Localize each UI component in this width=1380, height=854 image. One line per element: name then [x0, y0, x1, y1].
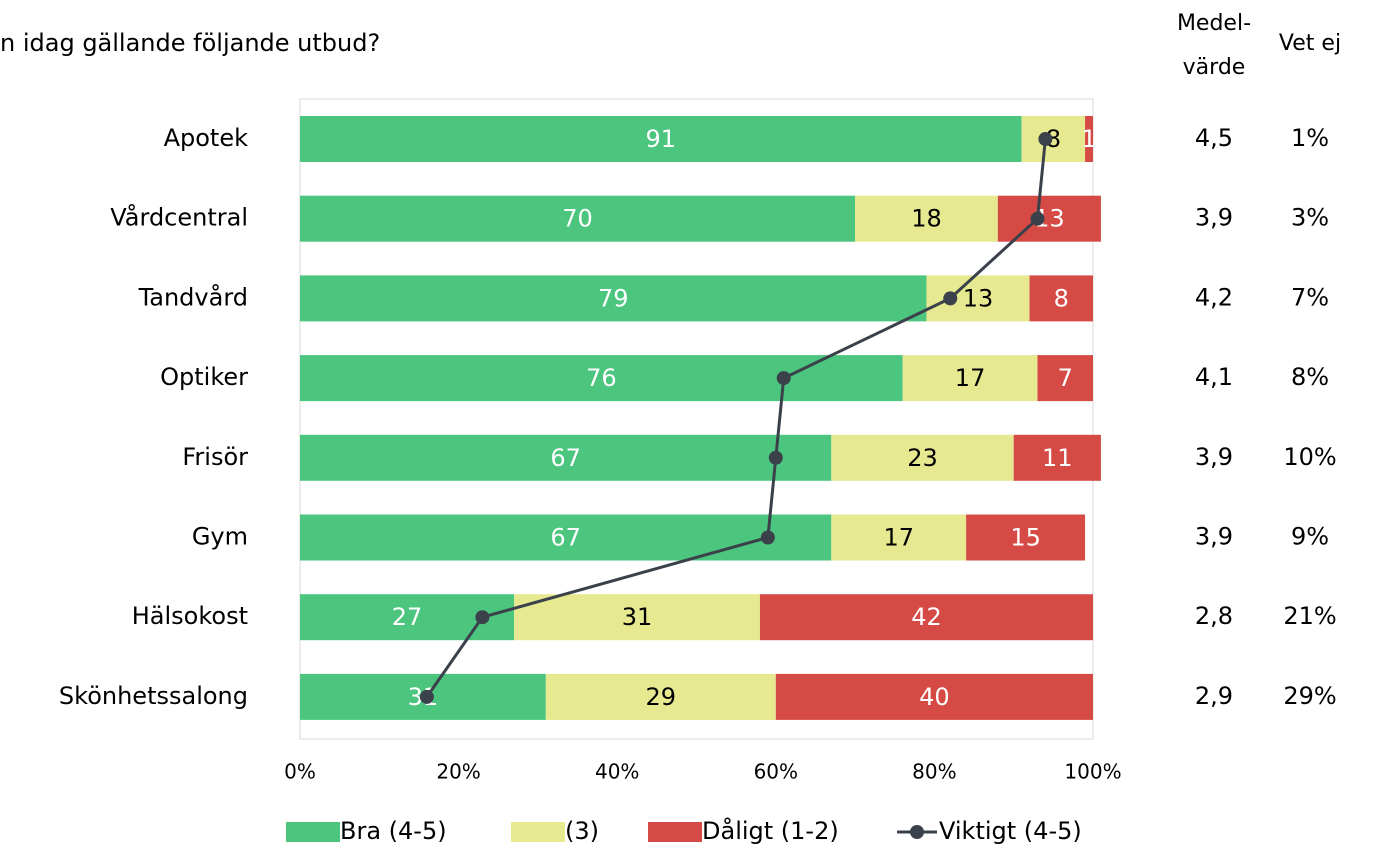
- legend-marker: [910, 825, 924, 839]
- column-value: 1%: [1291, 124, 1329, 152]
- data-label: 7: [1058, 364, 1073, 392]
- category-label: Gym: [192, 523, 248, 551]
- column-value: 29%: [1283, 682, 1336, 710]
- column-value: 3,9: [1195, 204, 1233, 232]
- bar-segment: [300, 355, 903, 402]
- x-tick-label: 60%: [754, 760, 798, 784]
- column-value: 21%: [1283, 602, 1336, 630]
- line-marker: [768, 450, 783, 465]
- data-label: 40: [919, 683, 950, 711]
- x-tick-label: 40%: [595, 760, 639, 784]
- data-label: 31: [622, 603, 653, 631]
- bar-segment: [966, 514, 1086, 561]
- bar-segment: [300, 514, 832, 561]
- data-label: 1: [1081, 125, 1096, 153]
- data-label: 27: [392, 603, 423, 631]
- line-marker: [776, 371, 791, 386]
- bar-segment: [775, 673, 1093, 720]
- legend-label: Viktigt (4-5): [939, 817, 1082, 845]
- legend-swatch: [648, 822, 702, 842]
- column-value: 3%: [1291, 204, 1329, 232]
- bar-segment: [545, 673, 776, 720]
- legend-label: Dåligt (1-2): [702, 816, 839, 845]
- line-series: [425, 138, 1047, 698]
- legend-swatch: [511, 822, 565, 842]
- data-label: 11: [1042, 444, 1073, 472]
- column-value: 8%: [1291, 363, 1329, 391]
- plot-area: [299, 98, 1094, 740]
- category-label: Skönhetssalong: [59, 682, 248, 710]
- legend-label: Bra (4-5): [340, 817, 447, 845]
- bar-segment: [1013, 434, 1101, 481]
- column-value: 4,2: [1195, 283, 1233, 311]
- bar-segment: [300, 116, 1022, 162]
- data-label: 13: [963, 284, 994, 312]
- column-value: 3,9: [1195, 523, 1233, 551]
- category-label: Tandvård: [138, 282, 248, 311]
- data-label: 42: [911, 603, 942, 631]
- column-header: Medel-: [1177, 11, 1251, 36]
- bar-segment: [1037, 355, 1093, 402]
- bar-segment: [831, 514, 967, 561]
- bar-segment: [300, 275, 927, 322]
- data-label: 15: [1010, 524, 1041, 552]
- data-label: 18: [911, 205, 942, 233]
- data-label: 91: [646, 125, 677, 153]
- column-value: 7%: [1291, 283, 1329, 311]
- line-marker: [1030, 211, 1045, 226]
- column-value: 2,8: [1195, 602, 1233, 630]
- data-label: 17: [955, 364, 986, 392]
- bar-segment: [831, 434, 1014, 481]
- category-label: Frisör: [182, 443, 248, 471]
- bar-segment: [902, 355, 1038, 402]
- data-label: 17: [883, 524, 914, 552]
- data-label: 67: [550, 524, 581, 552]
- data-label: 23: [907, 444, 938, 472]
- data-label: 76: [586, 364, 617, 392]
- bar-segment: [300, 434, 832, 481]
- column-header: Vet ej: [1279, 31, 1341, 56]
- category-label: Vårdcentral: [110, 203, 248, 232]
- data-label: 8: [1046, 125, 1061, 153]
- data-label: 8: [1054, 284, 1069, 312]
- legend-label: (3): [565, 817, 599, 845]
- x-tick-label: 80%: [912, 760, 956, 784]
- x-tick-label: 100%: [1064, 760, 1121, 784]
- bar-segment: [300, 195, 856, 242]
- category-label: Apotek: [164, 124, 249, 152]
- column-value: 10%: [1283, 443, 1336, 471]
- legend-swatch: [286, 822, 340, 842]
- bar-segment: [1029, 275, 1093, 322]
- x-tick-label: 0%: [284, 760, 316, 784]
- bar-segment: [514, 594, 760, 641]
- data-label: 79: [598, 284, 629, 312]
- column-header: värde: [1183, 55, 1246, 80]
- column-value: 9%: [1291, 523, 1329, 551]
- data-label: 67: [550, 444, 581, 472]
- data-label: 70: [562, 205, 593, 233]
- line-marker: [760, 530, 775, 545]
- bar-segment: [1021, 116, 1086, 162]
- bar-segment: [759, 594, 1093, 641]
- bar-segment: [855, 195, 998, 242]
- column-value: 4,5: [1195, 124, 1233, 152]
- category-label: Optiker: [160, 363, 248, 391]
- line-marker: [419, 689, 434, 704]
- category-label: Hälsokost: [132, 602, 248, 630]
- bar-segment: [997, 195, 1101, 242]
- column-value: 3,9: [1195, 443, 1233, 471]
- chart-title: n idag gällande följande utbud?: [0, 29, 380, 57]
- line-marker: [475, 610, 490, 625]
- column-value: 4,1: [1195, 363, 1233, 391]
- line-marker: [943, 291, 958, 306]
- data-label: 29: [646, 683, 677, 711]
- bar-segment: [1085, 116, 1093, 162]
- line-marker: [1038, 132, 1053, 146]
- x-tick-label: 20%: [436, 760, 480, 784]
- column-value: 2,9: [1195, 682, 1233, 710]
